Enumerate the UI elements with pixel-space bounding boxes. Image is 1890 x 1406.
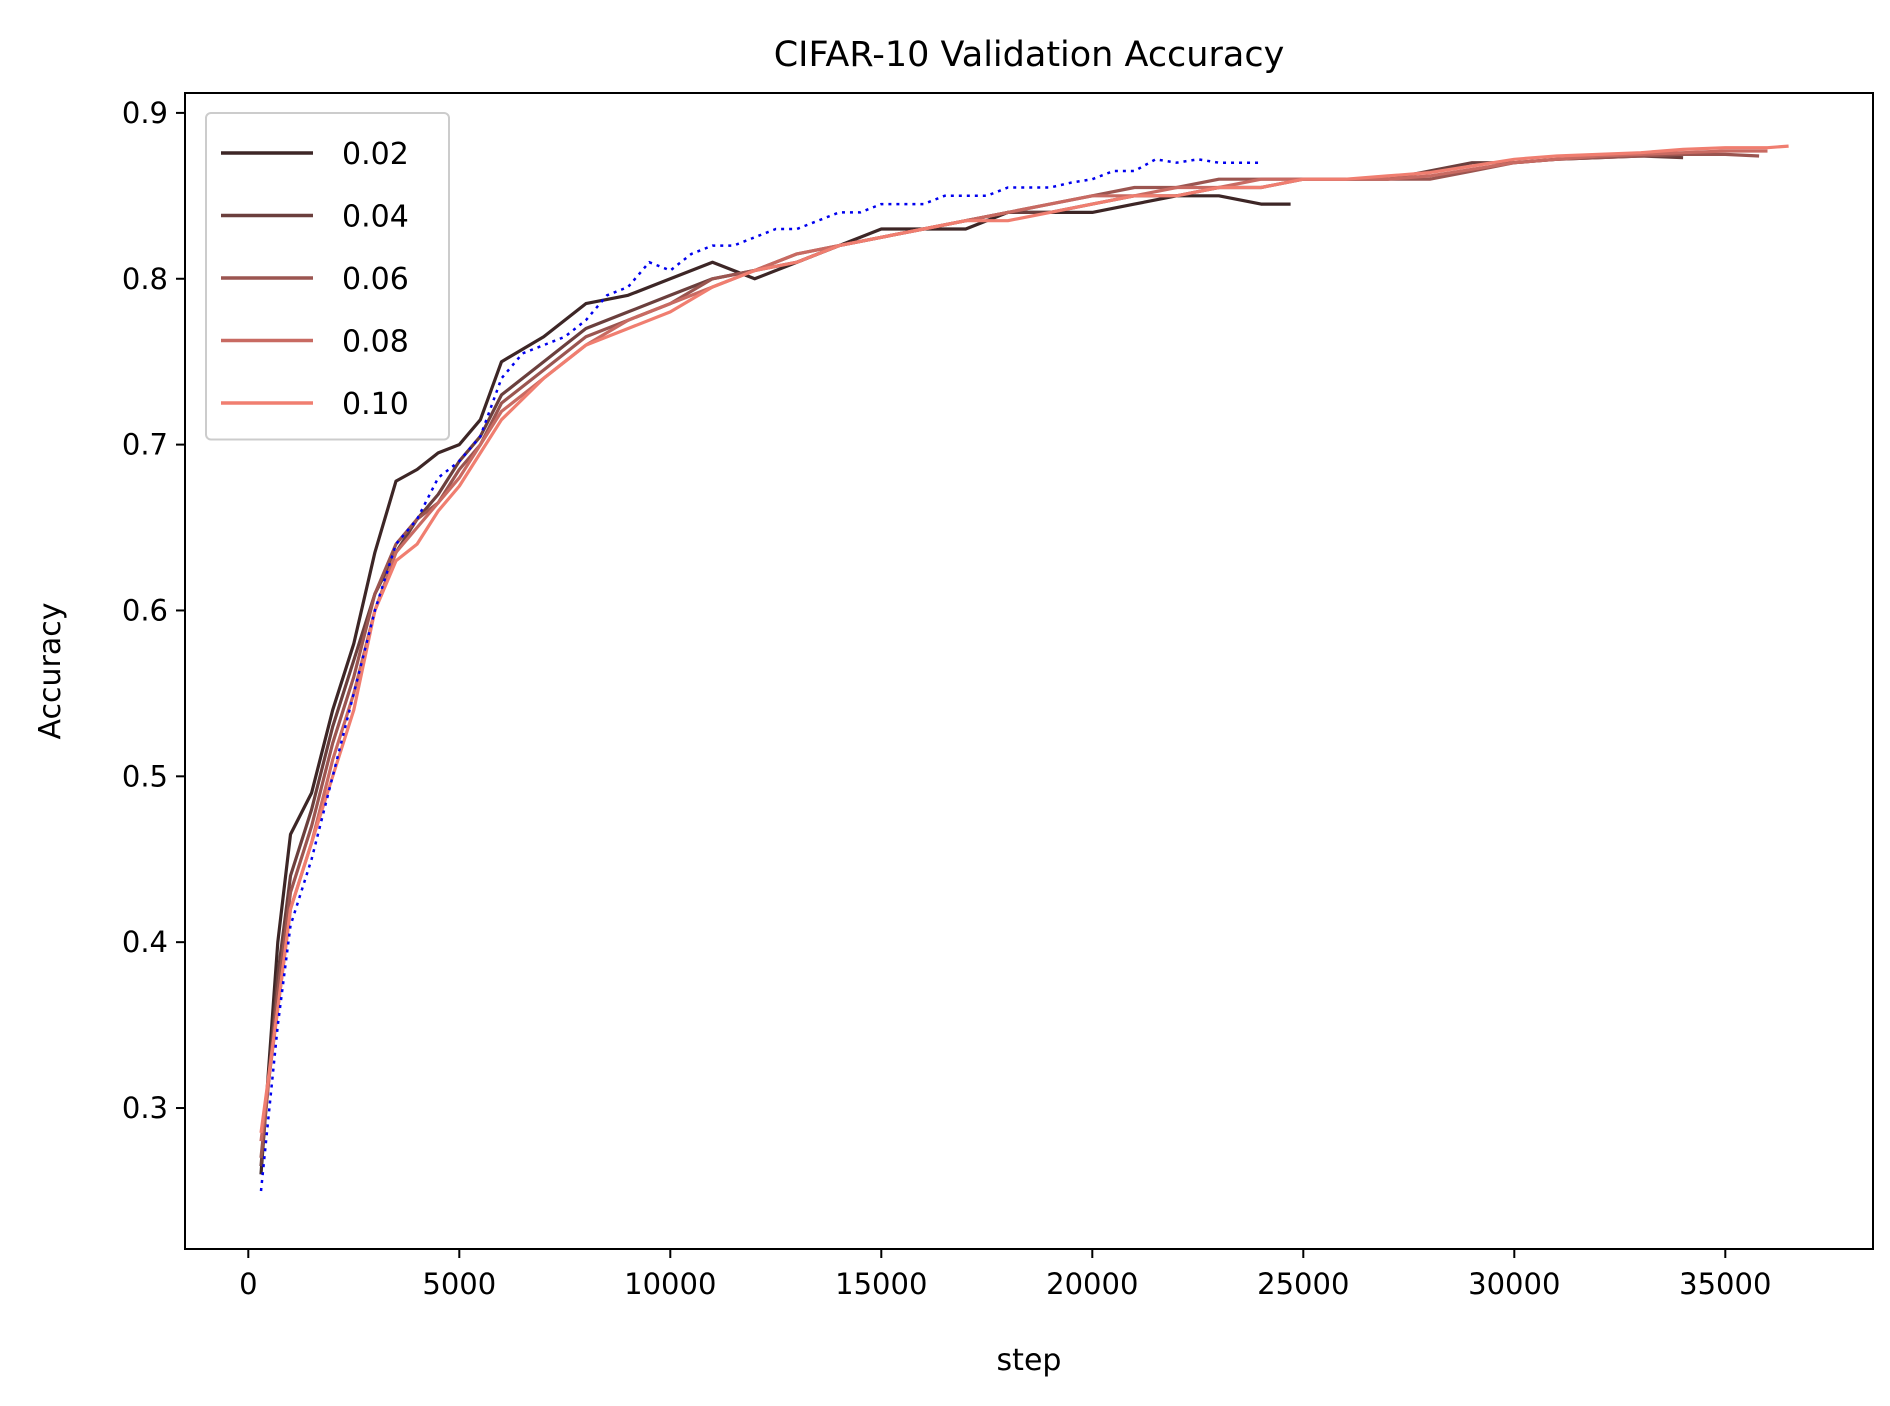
legend-label-0.02: 0.02 bbox=[342, 137, 409, 172]
x-axis: 0 5000 10000 15000 20000 25000 30000 35000 bbox=[239, 1249, 1771, 1301]
x-tick-label: 35000 bbox=[1679, 1267, 1771, 1301]
x-tick-label: 25000 bbox=[1257, 1267, 1349, 1301]
legend-label-0.08: 0.08 bbox=[342, 325, 409, 360]
plot-area bbox=[259, 144, 1789, 1192]
y-tick-label: 0.3 bbox=[122, 1091, 168, 1125]
legend-label-0.04: 0.04 bbox=[342, 200, 409, 235]
series-line-0.10 bbox=[259, 144, 1789, 1134]
x-tick-label: 30000 bbox=[1468, 1267, 1560, 1301]
x-tick-label: 20000 bbox=[1046, 1267, 1138, 1301]
x-tick-label: 15000 bbox=[835, 1267, 927, 1301]
y-axis-label: Accuracy bbox=[33, 603, 68, 740]
legend-box bbox=[205, 112, 450, 441]
legend: 0.02 0.04 0.06 0.08 0.10 bbox=[205, 112, 450, 441]
y-tick-label: 0.4 bbox=[122, 925, 168, 959]
series-line-0.02 bbox=[259, 194, 1291, 1175]
y-tick-label: 0.7 bbox=[122, 428, 168, 462]
legend-label-0.06: 0.06 bbox=[342, 262, 409, 297]
x-axis-label: step bbox=[997, 1343, 1062, 1378]
x-tick-label: 5000 bbox=[422, 1267, 496, 1301]
axes-frame bbox=[184, 92, 1874, 1250]
y-tick-label: 0.6 bbox=[122, 593, 168, 627]
y-tick-label: 0.8 bbox=[122, 262, 168, 296]
y-tick-label: 0.5 bbox=[122, 759, 168, 793]
y-tick-label: 0.9 bbox=[122, 96, 168, 130]
x-tick-label: 0 bbox=[239, 1267, 257, 1301]
x-tick-label: 10000 bbox=[624, 1267, 716, 1301]
chart-title: CIFAR-10 Validation Accuracy bbox=[774, 35, 1285, 75]
legend-label-0.10: 0.10 bbox=[342, 387, 409, 422]
y-axis: 0.3 0.4 0.5 0.6 0.7 0.8 0.9 bbox=[122, 96, 185, 1125]
